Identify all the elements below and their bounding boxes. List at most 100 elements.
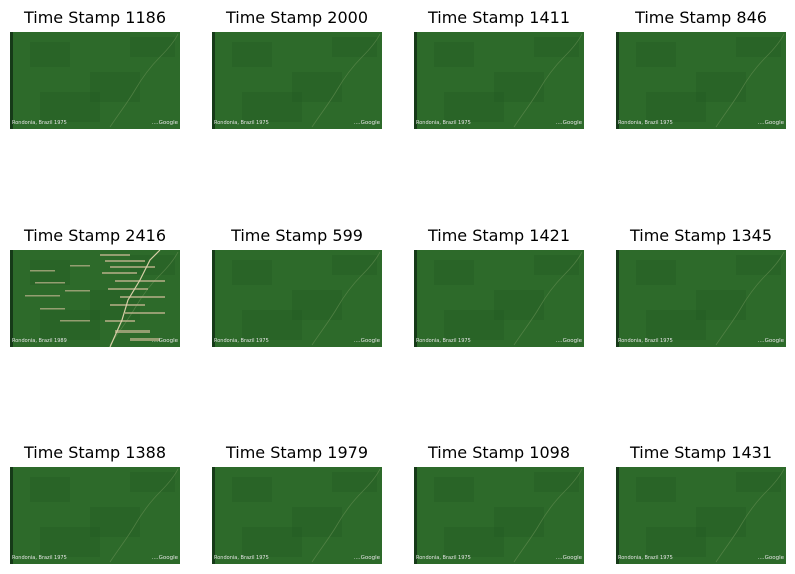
google-watermark: ....Google bbox=[757, 338, 784, 344]
google-watermark: ....Google bbox=[151, 555, 178, 561]
satellite-terrain bbox=[616, 32, 786, 129]
image-edge bbox=[10, 32, 13, 129]
satellite-terrain bbox=[212, 32, 382, 129]
panel-title: Time Stamp 1186 bbox=[23, 8, 167, 27]
satellite-image: Rondonia, Brazil 1975 ....Google bbox=[414, 467, 584, 564]
clearing-patch bbox=[108, 288, 148, 290]
panel-title: Time Stamp 2000 bbox=[225, 8, 369, 27]
river-path bbox=[513, 251, 583, 346]
image-edge bbox=[414, 250, 417, 347]
river-path bbox=[109, 33, 179, 128]
satellite-terrain bbox=[212, 467, 382, 564]
panel-title: Time Stamp 2416 bbox=[23, 226, 167, 245]
image-edge bbox=[10, 467, 13, 564]
google-watermark: ....Google bbox=[353, 338, 380, 344]
image-edge bbox=[414, 467, 417, 564]
google-watermark: ....Google bbox=[555, 338, 582, 344]
satellite-image: Rondonia, Brazil 1975 ....Google bbox=[10, 467, 180, 564]
image-edge bbox=[212, 250, 215, 347]
satellite-terrain bbox=[414, 467, 584, 564]
satellite-image: Rondonia, Brazil 1975 ....Google bbox=[212, 32, 382, 129]
panel-title: Time Stamp 846 bbox=[635, 8, 767, 27]
satellite-terrain bbox=[616, 467, 786, 564]
panel-title: Time Stamp 1388 bbox=[23, 443, 167, 462]
clearing-patch bbox=[105, 320, 135, 322]
panel-title: Time Stamp 1411 bbox=[427, 8, 571, 27]
satellite-terrain bbox=[10, 250, 180, 347]
river-path bbox=[109, 251, 179, 346]
clearing-patch bbox=[60, 320, 90, 322]
panel-title: Time Stamp 1431 bbox=[629, 443, 773, 462]
google-watermark: ....Google bbox=[353, 555, 380, 561]
google-watermark: ....Google bbox=[151, 338, 178, 344]
image-caption: Rondonia, Brazil 1975 bbox=[12, 120, 67, 126]
river-path bbox=[311, 33, 381, 128]
image-edge bbox=[616, 250, 619, 347]
panel-title: Time Stamp 1345 bbox=[629, 226, 773, 245]
panel-title: Time Stamp 1098 bbox=[427, 443, 571, 462]
clearing-patch bbox=[25, 295, 60, 297]
river-path bbox=[311, 468, 381, 563]
satellite-terrain bbox=[414, 32, 584, 129]
satellite-terrain bbox=[10, 32, 180, 129]
google-watermark: ....Google bbox=[353, 120, 380, 126]
image-caption: Rondonia, Brazil 1975 bbox=[416, 555, 471, 561]
satellite-image: Rondonia, Brazil 1975 ....Google bbox=[616, 32, 786, 129]
image-edge bbox=[10, 250, 13, 347]
image-caption: Rondonia, Brazil 1975 bbox=[618, 555, 673, 561]
river-path bbox=[715, 33, 785, 128]
image-caption: Rondonia, Brazil 1975 bbox=[12, 555, 67, 561]
google-watermark: ....Google bbox=[555, 120, 582, 126]
image-edge bbox=[212, 32, 215, 129]
clearing-patch bbox=[35, 282, 65, 284]
satellite-image: Rondonia, Brazil 1975 ....Google bbox=[212, 250, 382, 347]
image-caption: Rondonia, Brazil 1975 bbox=[618, 338, 673, 344]
road-path bbox=[109, 250, 161, 347]
image-caption: Rondonia, Brazil 1975 bbox=[214, 120, 269, 126]
river-path bbox=[311, 251, 381, 346]
image-caption: Rondonia, Brazil 1975 bbox=[416, 338, 471, 344]
river-path bbox=[715, 468, 785, 563]
satellite-image: Rondonia, Brazil 1975 ....Google bbox=[414, 32, 584, 129]
google-watermark: ....Google bbox=[151, 120, 178, 126]
image-edge bbox=[616, 467, 619, 564]
image-caption: Rondonia, Brazil 1975 bbox=[416, 120, 471, 126]
clearing-patch bbox=[30, 270, 55, 272]
satellite-image: Rondonia, Brazil 1975 ....Google bbox=[212, 467, 382, 564]
google-watermark: ....Google bbox=[555, 555, 582, 561]
clearing-patch bbox=[120, 296, 165, 298]
river-path bbox=[513, 33, 583, 128]
image-edge bbox=[414, 32, 417, 129]
image-caption: Rondonia, Brazil 1975 bbox=[214, 338, 269, 344]
image-edge bbox=[212, 467, 215, 564]
image-caption: Rondonia, Brazil 1975 bbox=[618, 120, 673, 126]
panel-title: Time Stamp 599 bbox=[231, 226, 363, 245]
satellite-terrain bbox=[616, 250, 786, 347]
clearing-patch bbox=[70, 265, 90, 267]
satellite-image: Rondonia, Brazil 1975 ....Google bbox=[10, 32, 180, 129]
panel-title: Time Stamp 1979 bbox=[225, 443, 369, 462]
image-caption: Rondonia, Brazil 1989 bbox=[12, 338, 67, 344]
clearing-patch bbox=[102, 272, 137, 274]
satellite-image: Rondonia, Brazil 1975 ....Google bbox=[414, 250, 584, 347]
clearing-patch bbox=[125, 312, 165, 314]
clearing-patch bbox=[110, 304, 145, 306]
panel-title: Time Stamp 1421 bbox=[427, 226, 571, 245]
satellite-image: Rondonia, Brazil 1989 ....Google bbox=[10, 250, 180, 347]
satellite-terrain bbox=[212, 250, 382, 347]
clearing-patch bbox=[65, 290, 90, 292]
google-watermark: ....Google bbox=[757, 120, 784, 126]
google-watermark: ....Google bbox=[757, 555, 784, 561]
image-edge bbox=[616, 32, 619, 129]
river-path bbox=[109, 468, 179, 563]
satellite-image: Rondonia, Brazil 1975 ....Google bbox=[616, 467, 786, 564]
clearing-patch bbox=[40, 308, 65, 310]
clearing-patch bbox=[115, 330, 150, 333]
satellite-terrain bbox=[414, 250, 584, 347]
satellite-image: Rondonia, Brazil 1975 ....Google bbox=[616, 250, 786, 347]
river-path bbox=[513, 468, 583, 563]
clearing-patch bbox=[110, 266, 155, 268]
clearing-patch bbox=[100, 254, 130, 256]
clearing-patch bbox=[130, 338, 160, 341]
image-caption: Rondonia, Brazil 1975 bbox=[214, 555, 269, 561]
